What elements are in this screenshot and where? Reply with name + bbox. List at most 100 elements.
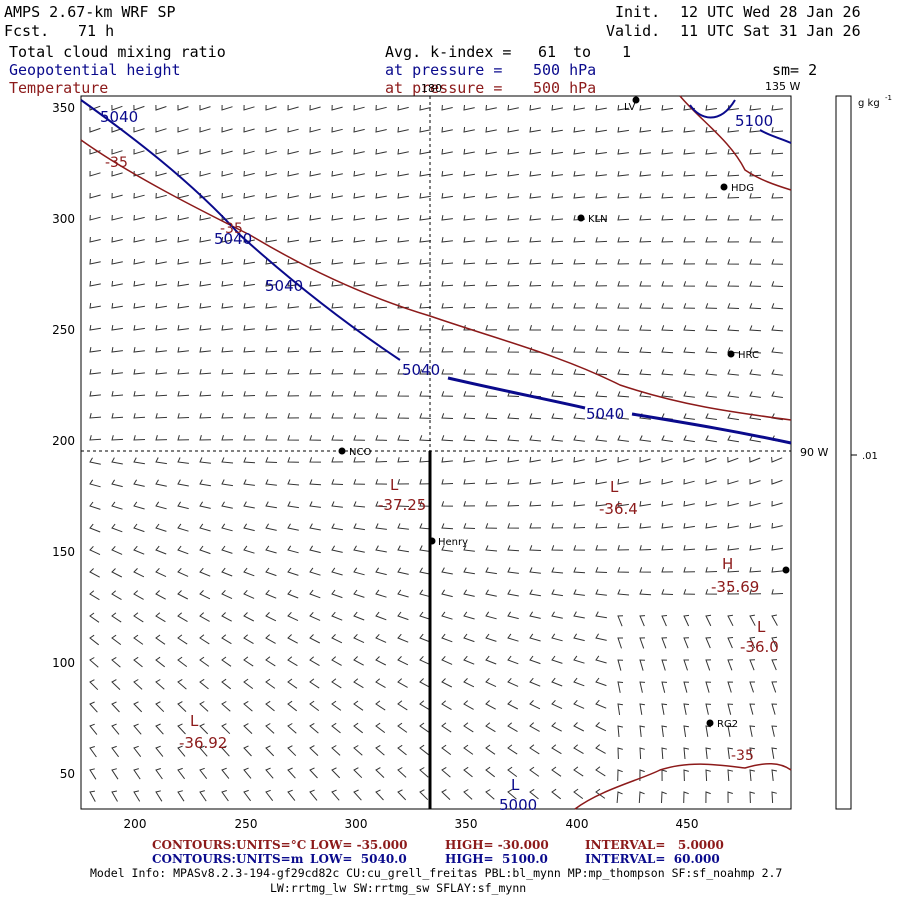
wind-barb (221, 303, 233, 309)
wind-barb (573, 325, 586, 331)
wind-barb (111, 104, 123, 111)
wind-barb (221, 126, 233, 133)
wind-barb (287, 237, 299, 243)
wind-barb (639, 637, 646, 649)
wind-barb (133, 413, 146, 419)
y-tick: 200 (52, 434, 75, 448)
wind-barb (705, 681, 712, 693)
height-label: 5000 (499, 796, 537, 814)
wind-barb (727, 193, 740, 199)
wind-barb (749, 500, 761, 507)
wind-barb (463, 281, 476, 287)
wind-barb (441, 391, 454, 397)
wind-barb (111, 479, 123, 488)
x-tick: 250 (235, 817, 258, 831)
wind-barb (309, 501, 321, 508)
wind-barb (243, 325, 255, 331)
wind-barb (749, 303, 762, 310)
wind-barb (639, 237, 652, 243)
wind-barb (243, 435, 256, 441)
wind-barb (771, 500, 783, 507)
contour2-low: LOW= 5040.0 (310, 852, 407, 866)
wind-barb (463, 789, 473, 800)
wind-barb (683, 170, 696, 177)
wind-barb (683, 325, 696, 332)
wind-barb (441, 148, 453, 155)
wind-barb (375, 789, 384, 801)
wind-barb (111, 435, 124, 441)
wind-barb (507, 325, 520, 331)
wind-barb (595, 722, 607, 732)
wind-barb (155, 325, 167, 331)
wind-barb (133, 501, 145, 510)
wind-barb (551, 149, 563, 155)
wind-barb (617, 522, 630, 529)
wind-barb (89, 302, 101, 309)
wind-barb (287, 789, 296, 801)
wind-barb (595, 391, 608, 398)
wind-barb (441, 589, 453, 598)
wind-barb (529, 788, 539, 800)
wind-barb (485, 677, 497, 688)
wind-barb (221, 545, 233, 554)
wind-barb (309, 391, 322, 397)
wind-barb (727, 614, 734, 627)
wind-barb (749, 148, 762, 155)
wind-barb (353, 479, 366, 485)
wind-barb (397, 215, 409, 221)
wind-barb (551, 589, 563, 597)
wind-barb (595, 567, 608, 573)
wind-barb (133, 701, 143, 713)
wind-barb (199, 523, 211, 532)
wind-barb (507, 193, 519, 199)
wind-barb (177, 634, 188, 645)
wind-barb (221, 634, 232, 645)
wind-barb (89, 325, 101, 331)
wind-barb (595, 766, 606, 777)
wind-barb (397, 767, 407, 778)
station-nco: NCO (349, 447, 371, 458)
wind-barb (639, 170, 651, 177)
wind-barb (243, 545, 255, 554)
wind-barb (265, 457, 278, 463)
wind-barb (595, 478, 607, 485)
wind-barb (529, 413, 542, 420)
wind-barb (771, 456, 783, 463)
wind-barb (155, 170, 167, 177)
wind-barb (749, 659, 756, 671)
wind-barb (727, 637, 734, 649)
wind-barb (287, 148, 299, 155)
wind-barb (243, 126, 255, 133)
wind-barb (221, 678, 232, 690)
wind-barb (419, 237, 431, 243)
wind-barb (638, 791, 645, 804)
wind-barb (419, 589, 431, 598)
wind-barb (155, 457, 167, 465)
wind-barb (375, 722, 386, 733)
wind-barb (287, 192, 299, 199)
wind-barb (617, 769, 623, 782)
station-rg2: RG2 (717, 719, 738, 730)
wind-barb (705, 127, 717, 133)
wind-barb (265, 104, 277, 111)
pressure-label-height: at pressure = (385, 61, 503, 79)
wind-barb (551, 479, 563, 485)
wind-barb (551, 325, 563, 331)
wind-barb (617, 725, 624, 738)
extrema-labels: L -37.25 L -36.4 L -36.0 L -36.92 H -35.… (179, 476, 779, 752)
wind-barb (749, 589, 762, 595)
wind-barb (243, 789, 251, 802)
wind-barb (353, 611, 365, 621)
wind-barb (133, 280, 145, 287)
wind-barb (353, 104, 365, 111)
wind-barb (419, 567, 431, 575)
wind-barb (177, 567, 189, 577)
wind-barb (661, 637, 668, 649)
wind-barb (397, 347, 410, 353)
wind-barb (199, 590, 211, 600)
wind-barb (397, 104, 409, 111)
wind-barb (617, 659, 624, 671)
wind-barb (595, 611, 607, 619)
wind-barb (199, 303, 211, 309)
wind-barb (309, 545, 321, 554)
